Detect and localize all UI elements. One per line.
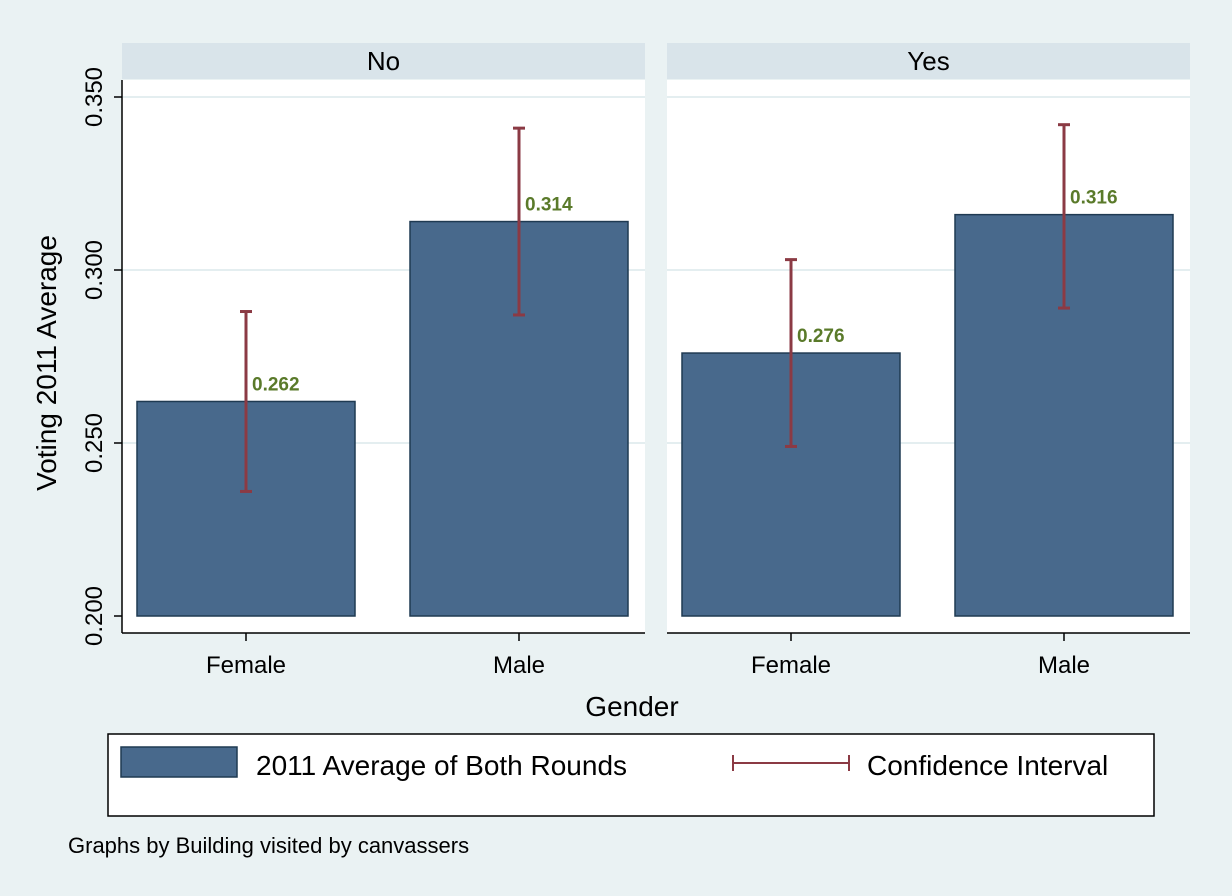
panel-strip — [122, 43, 645, 79]
panel-title: Yes — [907, 46, 949, 76]
x-tick-label: Female — [206, 652, 286, 679]
legend-box — [107, 733, 1155, 817]
panel-title: No — [367, 46, 400, 76]
ci-female — [785, 258, 797, 448]
panel-by-note: Graphs by Building visited by canvassers — [68, 833, 469, 858]
ci-female — [240, 310, 252, 493]
ci-male — [1058, 123, 1070, 310]
y-tick-label: 0.300 — [81, 240, 108, 300]
ci-male — [513, 126, 525, 317]
value-label: 0.316 — [1070, 188, 1118, 209]
x-tick-label: Male — [493, 652, 545, 679]
value-label: 0.314 — [525, 195, 573, 216]
y-tick-label: 0.350 — [81, 67, 108, 127]
legend-swatch-bar — [120, 746, 238, 778]
legend-label-bar: 2011 Average of Both Rounds — [256, 750, 627, 781]
y-axis-label: Voting 2011 Average — [31, 235, 62, 491]
x-tick-label: Male — [1038, 652, 1090, 679]
value-label: 0.276 — [797, 326, 845, 347]
legend: 2011 Average of Both Rounds Confidence I… — [107, 733, 1155, 817]
x-tick-label: Female — [751, 652, 831, 679]
chart-panels: No 0.262 0.314 Female Male Yes 0.276 0.316 Femal… — [122, 43, 1190, 679]
panel-no: No 0.262 0.314 Female Male — [122, 43, 645, 679]
value-label: 0.262 — [252, 374, 300, 395]
y-tick-label: 0.200 — [81, 586, 108, 646]
x-axis-label: Gender — [585, 691, 678, 722]
legend-label-ci: Confidence Interval — [867, 750, 1108, 781]
legend-swatch-ci — [732, 755, 850, 771]
panel-yes: Yes 0.276 0.316 Female Male — [667, 43, 1190, 679]
y-tick-label: 0.250 — [81, 413, 108, 473]
panel-strip — [667, 43, 1190, 79]
y-axis: 0.200 0.250 0.300 0.350 — [81, 67, 123, 646]
